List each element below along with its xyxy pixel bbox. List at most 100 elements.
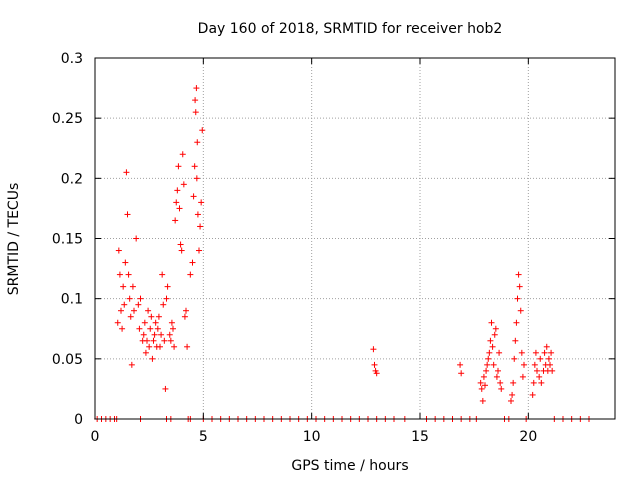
data-point-marker bbox=[517, 307, 524, 314]
data-point-marker bbox=[124, 211, 131, 218]
data-point-marker bbox=[121, 301, 128, 308]
chart-title: Day 160 of 2018, SRMTID for receiver hob… bbox=[198, 21, 503, 37]
data-point-marker bbox=[537, 355, 544, 362]
data-point-marker bbox=[484, 361, 491, 368]
data-point-marker bbox=[164, 283, 171, 290]
data-points bbox=[94, 85, 592, 422]
data-point-marker bbox=[497, 379, 504, 386]
data-point-marker bbox=[534, 367, 540, 374]
data-point-marker bbox=[148, 313, 155, 320]
data-point-marker bbox=[509, 391, 516, 398]
data-point-marker bbox=[184, 343, 191, 350]
data-point-marker bbox=[518, 349, 525, 356]
data-point-marker bbox=[521, 361, 527, 368]
data-point-marker bbox=[131, 307, 137, 314]
grid bbox=[95, 58, 615, 419]
data-point-marker bbox=[486, 349, 493, 356]
data-point-marker bbox=[532, 349, 539, 356]
data-point-marker bbox=[142, 349, 149, 356]
data-point-marker bbox=[536, 373, 543, 380]
data-point-marker bbox=[118, 307, 124, 314]
y-tick-label: 0.3 bbox=[61, 51, 83, 67]
data-point-marker bbox=[498, 385, 505, 392]
data-point-marker bbox=[122, 259, 129, 266]
data-point-marker bbox=[178, 247, 185, 254]
data-point-marker bbox=[547, 361, 553, 368]
data-point-marker bbox=[172, 217, 179, 224]
data-point-marker bbox=[159, 271, 166, 278]
data-point-marker bbox=[495, 367, 501, 374]
data-point-marker bbox=[491, 331, 498, 338]
data-point-marker bbox=[192, 109, 199, 116]
data-point-marker bbox=[189, 259, 196, 266]
data-point-marker bbox=[141, 319, 148, 326]
data-point-marker bbox=[529, 391, 536, 398]
x-tick-label: 5 bbox=[199, 429, 208, 445]
x-tick-label: 20 bbox=[519, 429, 537, 445]
data-point-marker bbox=[192, 97, 199, 104]
data-point-marker bbox=[152, 319, 159, 326]
data-point-marker bbox=[513, 319, 520, 326]
data-point-marker bbox=[170, 325, 176, 332]
data-point-marker bbox=[479, 397, 486, 404]
data-point-marker bbox=[162, 385, 169, 392]
data-point-marker bbox=[496, 349, 503, 356]
data-point-marker bbox=[160, 301, 167, 308]
x-tick-label: 0 bbox=[91, 429, 100, 445]
data-point-marker bbox=[180, 181, 187, 188]
x-tick-labels: 0 5 10 15 20 bbox=[91, 429, 538, 445]
data-point-marker bbox=[173, 199, 180, 206]
data-point-marker bbox=[181, 313, 188, 320]
data-point-marker bbox=[508, 397, 514, 404]
data-point-marker bbox=[190, 193, 197, 200]
data-point-marker bbox=[133, 235, 140, 242]
data-point-marker bbox=[166, 331, 173, 338]
data-point-marker bbox=[158, 331, 165, 338]
data-point-marker bbox=[128, 361, 135, 368]
data-point-marker bbox=[116, 271, 123, 278]
data-point-marker bbox=[171, 343, 178, 350]
data-point-marker bbox=[531, 361, 538, 368]
data-point-marker bbox=[157, 343, 163, 350]
data-point-marker bbox=[548, 349, 555, 356]
data-point-marker bbox=[137, 295, 144, 302]
data-point-marker bbox=[194, 139, 201, 146]
data-point-marker bbox=[163, 295, 170, 302]
data-point-marker bbox=[530, 379, 537, 386]
data-point-marker bbox=[478, 385, 485, 392]
y-tick-labels: 0 0.05 0.1 0.15 0.2 0.25 0.3 bbox=[52, 51, 83, 428]
data-point-marker bbox=[477, 379, 484, 386]
data-point-marker bbox=[146, 343, 153, 350]
data-point-marker bbox=[136, 325, 143, 332]
data-point-marker bbox=[125, 271, 132, 278]
data-point-marker bbox=[487, 337, 494, 344]
data-point-marker bbox=[199, 127, 206, 134]
data-point-marker bbox=[482, 382, 488, 389]
data-point-marker bbox=[489, 343, 496, 350]
data-point-marker bbox=[155, 313, 162, 320]
data-point-marker bbox=[490, 361, 497, 368]
y-tick-label: 0.2 bbox=[61, 171, 83, 187]
data-point-marker bbox=[519, 373, 526, 380]
y-axis-label: SRMTID / TECUs bbox=[6, 183, 22, 296]
data-point-marker bbox=[492, 325, 499, 332]
data-point-marker bbox=[488, 319, 495, 326]
data-point-marker bbox=[174, 187, 181, 194]
y-tick-label: 0 bbox=[74, 412, 83, 428]
data-point-marker bbox=[154, 325, 161, 332]
data-point-marker bbox=[187, 271, 194, 278]
data-point-marker bbox=[515, 271, 522, 278]
data-point-marker bbox=[129, 283, 136, 290]
data-point-marker bbox=[179, 151, 186, 158]
data-point-marker bbox=[123, 169, 130, 176]
data-point-marker bbox=[151, 331, 158, 338]
data-point-marker bbox=[177, 241, 184, 248]
y-tick-label: 0.25 bbox=[52, 111, 83, 127]
data-point-marker bbox=[144, 337, 150, 344]
data-point-marker bbox=[549, 367, 556, 374]
data-point-marker bbox=[545, 355, 552, 362]
data-point-marker bbox=[168, 319, 175, 326]
data-point-marker bbox=[119, 325, 126, 332]
y-tick-label: 0.1 bbox=[61, 292, 83, 308]
